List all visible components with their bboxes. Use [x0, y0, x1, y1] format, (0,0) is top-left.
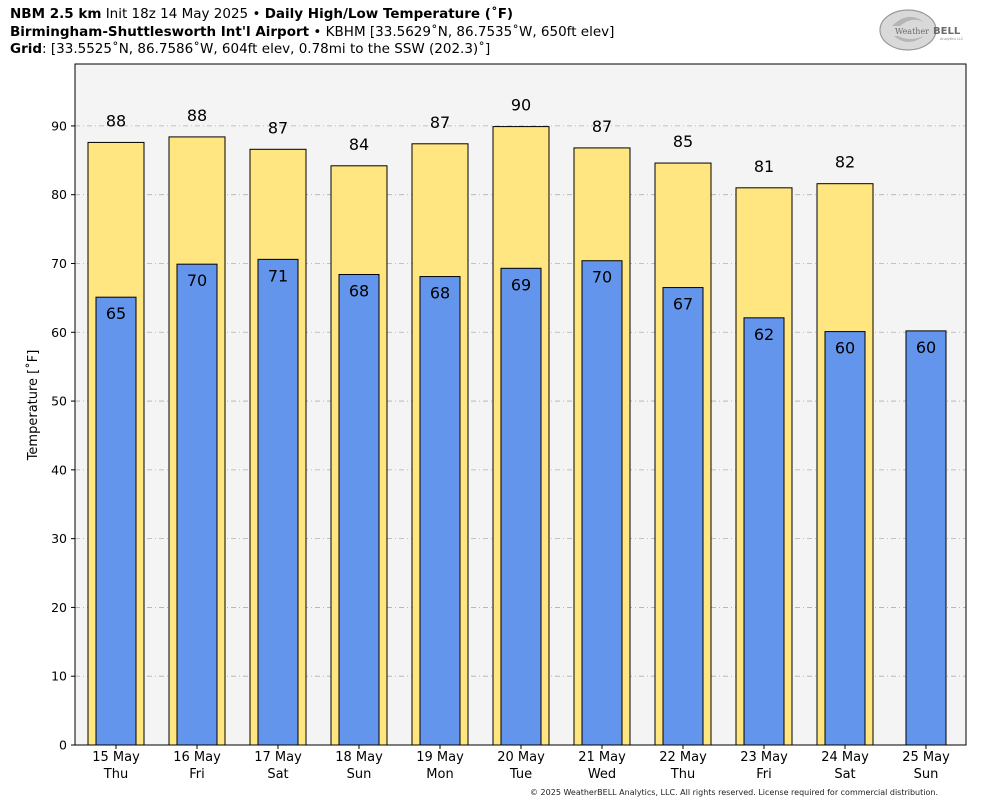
x-tick-day: Mon — [426, 767, 453, 782]
low-value-label: 67 — [673, 295, 693, 314]
x-tick-date: 22 May — [659, 750, 707, 765]
init-time: Init 18z 14 May 2025 — [105, 6, 249, 22]
x-tick-day: Fri — [756, 767, 772, 782]
low-value-label: 69 — [511, 275, 531, 294]
y-tick-label: 60 — [51, 325, 67, 340]
separator: • — [252, 6, 261, 22]
x-tick-day: Tue — [509, 767, 532, 782]
logo-text-sub: Analytics LLC — [940, 37, 964, 41]
value-labels: 88 65 88 70 87 71 84 68 87 68 90 69 87 70 85 67 81 62 82 60… — [106, 96, 936, 358]
x-tick-day: Fri — [189, 767, 205, 782]
logo-text-weather: Weather — [895, 27, 929, 36]
x-tick-date: 15 May — [92, 750, 140, 765]
header-line-2: Birmingham-Shuttlesworth Int'l Airport •… — [10, 24, 614, 41]
low-bar — [905, 330, 947, 746]
low-bar — [581, 260, 623, 746]
station-name: Birmingham-Shuttlesworth Int'l Airport — [10, 24, 310, 40]
low-bar — [176, 263, 218, 746]
high-value-label: 87 — [268, 118, 288, 137]
header-line-1: NBM 2.5 km Init 18z 14 May 2025 • Daily … — [10, 6, 513, 23]
x-tick-date: 21 May — [578, 750, 626, 765]
high-value-label: 90 — [511, 96, 531, 115]
x-tick-date: 19 May — [416, 750, 464, 765]
low-value-label: 62 — [754, 325, 774, 344]
y-tick-label: 80 — [51, 187, 67, 202]
x-tick-date: 20 May — [497, 750, 545, 765]
bars — [87, 126, 947, 746]
product-title: Daily High/Low Temperature (˚F) — [264, 6, 514, 22]
low-value-label: 60 — [835, 339, 855, 358]
x-tick-day: Thu — [103, 767, 128, 782]
x-tick-date: 18 May — [335, 750, 383, 765]
x-tick-day: Thu — [670, 767, 695, 782]
low-value-label: 60 — [916, 338, 936, 357]
header-line-3: Grid: [33.5525˚N, 86.7586˚W, 604ft elev,… — [10, 41, 490, 58]
low-value-label: 70 — [592, 268, 612, 287]
x-tick-day: Sat — [834, 767, 855, 782]
model-name: NBM 2.5 km — [10, 6, 102, 22]
high-value-label: 88 — [106, 111, 126, 130]
y-tick-label: 40 — [51, 462, 67, 477]
y-tick-label: 20 — [51, 600, 67, 615]
weatherbell-logo: Weather BELL Analytics LLC — [879, 9, 964, 51]
low-bar — [743, 317, 785, 746]
y-tick-label: 30 — [51, 531, 67, 546]
low-bar — [338, 273, 380, 746]
low-bar — [95, 296, 137, 746]
y-tick-label: 90 — [51, 118, 67, 133]
low-bar — [257, 258, 299, 746]
station-details: KBHM [33.5629˚N, 86.7535˚W, 650ft elev] — [325, 24, 615, 40]
x-tick-date: 24 May — [821, 750, 869, 765]
y-tick-label: 10 — [51, 669, 67, 684]
x-tick-date: 25 May — [902, 750, 950, 765]
high-value-label: 81 — [754, 157, 774, 176]
y-tick-label: 70 — [51, 256, 67, 271]
grid-label: Grid — [10, 41, 43, 57]
x-tick-date: 17 May — [254, 750, 302, 765]
y-axis: 0 10 20 30 40 50 60 70 80 90 — [51, 118, 75, 753]
high-value-label: 84 — [349, 135, 369, 154]
separator: • — [313, 24, 322, 40]
low-bar — [662, 287, 704, 746]
low-value-label: 68 — [349, 281, 369, 300]
y-axis-label: Temperature [˚F] — [25, 350, 41, 462]
x-tick-day: Wed — [588, 767, 616, 782]
high-value-label: 87 — [592, 117, 612, 136]
low-value-label: 68 — [430, 284, 450, 303]
x-axis: 15 May Thu 16 May Fri 17 May Sat 18 May Sun 19 M… — [92, 745, 950, 782]
x-tick-day: Sun — [347, 767, 372, 782]
logo-text-bell: BELL — [933, 26, 961, 37]
x-tick-date: 23 May — [740, 750, 788, 765]
high-value-label: 82 — [835, 153, 855, 172]
low-value-label: 71 — [268, 266, 288, 285]
low-value-label: 65 — [106, 304, 126, 323]
low-bar — [824, 331, 866, 746]
high-value-label: 85 — [673, 132, 693, 151]
high-value-label: 87 — [430, 113, 450, 132]
low-bar — [419, 276, 461, 746]
low-value-label: 70 — [187, 271, 207, 290]
high-value-label: 88 — [187, 106, 207, 125]
x-tick-day: Sat — [267, 767, 288, 782]
y-tick-label: 0 — [59, 738, 67, 753]
grid-details: : [33.5525˚N, 86.7586˚W, 604ft elev, 0.7… — [42, 41, 491, 57]
y-tick-label: 50 — [51, 394, 67, 409]
x-tick-day: Sun — [914, 767, 939, 782]
x-tick-date: 16 May — [173, 750, 221, 765]
copyright-notice: © 2025 WeatherBELL Analytics, LLC. All r… — [530, 788, 938, 797]
low-bar — [500, 267, 542, 746]
